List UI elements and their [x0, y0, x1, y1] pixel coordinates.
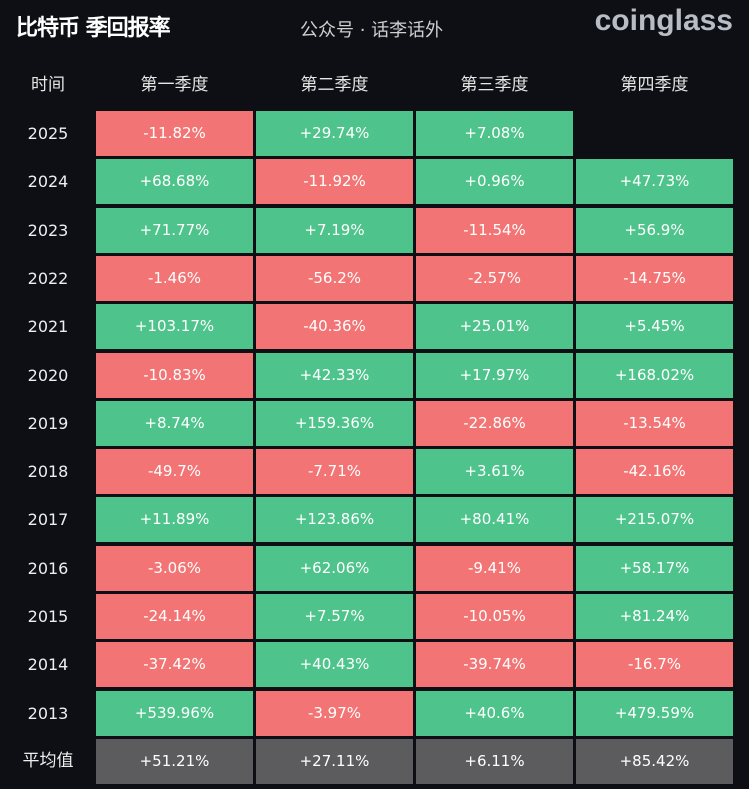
- row-year: 2013: [27, 703, 69, 723]
- return-cell: +29.74%: [256, 111, 413, 156]
- return-cell: +11.89%: [96, 497, 253, 543]
- return-cell: -2.57%: [416, 255, 573, 301]
- page-title: 比特币 季回报率: [16, 16, 171, 41]
- return-cell: -40.36%: [256, 304, 413, 350]
- average-cell: +6.11%: [416, 738, 573, 784]
- row-year: 2014: [27, 655, 69, 675]
- return-cell: +80.41%: [416, 497, 573, 543]
- return-cell: +17.97%: [416, 352, 573, 398]
- row-year: 2015: [27, 607, 69, 626]
- return-cell: -11.92%: [256, 159, 413, 205]
- return-cell: +42.33%: [256, 352, 413, 398]
- row-year: 2016: [27, 558, 69, 578]
- return-cell: +62.06%: [256, 545, 413, 591]
- return-cell: -11.82%: [96, 111, 253, 156]
- return-cell: -1.46%: [96, 255, 253, 301]
- return-cell: +8.74%: [96, 400, 253, 446]
- return-cell: +7.08%: [416, 111, 573, 156]
- return-cell: -10.83%: [96, 352, 253, 398]
- return-cell: +7.19%: [256, 207, 413, 253]
- return-cell: +123.86%: [256, 497, 413, 543]
- return-cell: -13.54%: [576, 400, 733, 446]
- return-cell: -16.7%: [576, 642, 733, 688]
- return-cell: +159.36%: [256, 400, 413, 446]
- return-cell: +539.96%: [96, 690, 253, 736]
- column-header: 第二季度: [300, 75, 369, 95]
- average-cell: +85.42%: [576, 738, 733, 784]
- return-cell: +40.6%: [416, 690, 573, 736]
- row-year: 2023: [27, 220, 69, 240]
- average-label: 平均值: [22, 750, 74, 771]
- column-header: 第三季度: [460, 75, 529, 95]
- return-cell: -49.7%: [96, 449, 253, 495]
- return-cell: +81.24%: [576, 594, 733, 639]
- return-cell: +3.61%: [416, 449, 573, 495]
- row-year: 2022: [27, 268, 69, 288]
- return-cell: +47.73%: [576, 159, 733, 205]
- row-year: 2020: [27, 365, 69, 385]
- column-header: 第一季度: [140, 75, 209, 95]
- return-cell: +56.9%: [576, 207, 733, 253]
- return-cell: -9.41%: [416, 545, 573, 591]
- return-cell: +168.02%: [576, 352, 733, 398]
- return-cell: +215.07%: [576, 497, 733, 543]
- return-cell: -11.54%: [416, 207, 573, 253]
- average-cell: +51.21%: [96, 738, 253, 784]
- row-year: 2024: [27, 172, 69, 192]
- return-cell: -24.14%: [96, 594, 253, 639]
- return-cell: +71.77%: [96, 207, 253, 253]
- return-cell: -22.86%: [416, 400, 573, 446]
- return-cell: +5.45%: [576, 304, 733, 350]
- coinglass-logo: coinglass: [594, 4, 733, 37]
- average-cell: +27.11%: [256, 738, 413, 784]
- return-cell: -56.2%: [256, 255, 413, 301]
- return-cell: +40.43%: [256, 642, 413, 688]
- row-year: 2019: [27, 413, 69, 433]
- row-year: 2021: [27, 317, 69, 337]
- return-cell: +58.17%: [576, 545, 733, 591]
- column-header: 第四季度: [620, 75, 689, 95]
- return-cell: -7.71%: [256, 449, 413, 495]
- return-cell: -10.05%: [416, 594, 573, 639]
- row-year: 2025: [27, 124, 69, 143]
- return-cell: -37.42%: [96, 642, 253, 688]
- column-header: 时间: [31, 75, 65, 95]
- return-cell: +68.68%: [96, 159, 253, 205]
- return-cell: +25.01%: [416, 304, 573, 350]
- return-cell: +103.17%: [96, 304, 253, 350]
- watermark: 公众号 · 话李话外: [300, 20, 444, 41]
- row-year: 2017: [27, 510, 69, 530]
- return-cell: -3.97%: [256, 690, 413, 736]
- return-cell: -14.75%: [576, 255, 733, 301]
- return-cell: +479.59%: [576, 690, 733, 736]
- return-cell: -42.16%: [576, 449, 733, 495]
- return-cell: -3.06%: [96, 545, 253, 591]
- return-cell: +0.96%: [416, 159, 573, 205]
- return-cell: -39.74%: [416, 642, 573, 688]
- return-cell: +7.57%: [256, 594, 413, 639]
- row-year: 2018: [27, 462, 69, 482]
